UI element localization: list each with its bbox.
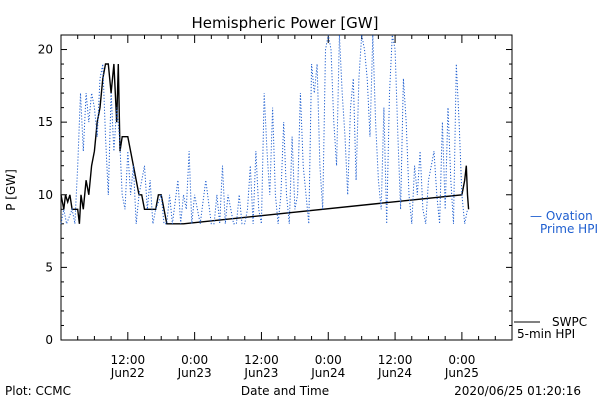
x-tick-time-label: 0:00: [315, 353, 342, 367]
x-tick-time-label: 12:00: [244, 353, 279, 367]
footer-plot-credit: Plot: CCMC: [5, 384, 71, 398]
y-tick-label: 10: [38, 188, 53, 202]
y-tick-label: 0: [45, 333, 53, 347]
x-tick-date-label: Jun23: [243, 366, 278, 380]
x-tick-date-label: Jun24: [310, 366, 345, 380]
x-tick-time-label: 12:00: [111, 353, 146, 367]
x-tick-time-label: 0:00: [181, 353, 208, 367]
y-tick-label: 20: [38, 43, 53, 57]
legend-ovation-line1: — Ovation: [530, 209, 593, 223]
x-tick-date-label: Jun24: [377, 366, 412, 380]
x-tick-date-label: Jun23: [177, 366, 212, 380]
footer-timestamp: 2020/06/25 01:20:16: [454, 384, 581, 398]
plot-frame: [60, 34, 513, 341]
x-tick-date-label: Jun25: [444, 366, 479, 380]
series-line-ovation-prime-hpi: [60, 34, 468, 226]
series-line-swpc-5-min-hpi: [60, 63, 470, 225]
legend-swpc-line1: SWPC: [552, 315, 587, 329]
legend-ovation-line2: Prime HPI: [540, 222, 598, 236]
x-tick-time-label: 12:00: [378, 353, 413, 367]
y-axis-label: P [GW]: [4, 169, 18, 211]
chart-title: Hemispheric Power [GW]: [192, 14, 379, 32]
legend-swpc-line2: 5-min HPI: [517, 327, 575, 341]
x-tick-date-label: Jun22: [110, 366, 145, 380]
legend: — Ovation Prime HPI SWPC 5-min HPI: [514, 209, 598, 341]
series-layer: [60, 34, 470, 226]
plot-axes: 0510152012:00Jun220:00Jun2312:00Jun230:0…: [38, 34, 513, 380]
y-tick-label: 15: [38, 115, 53, 129]
x-tick-time-label: 0:00: [448, 353, 475, 367]
x-axis-label: Date and Time: [241, 384, 329, 398]
y-tick-label: 5: [45, 260, 53, 274]
